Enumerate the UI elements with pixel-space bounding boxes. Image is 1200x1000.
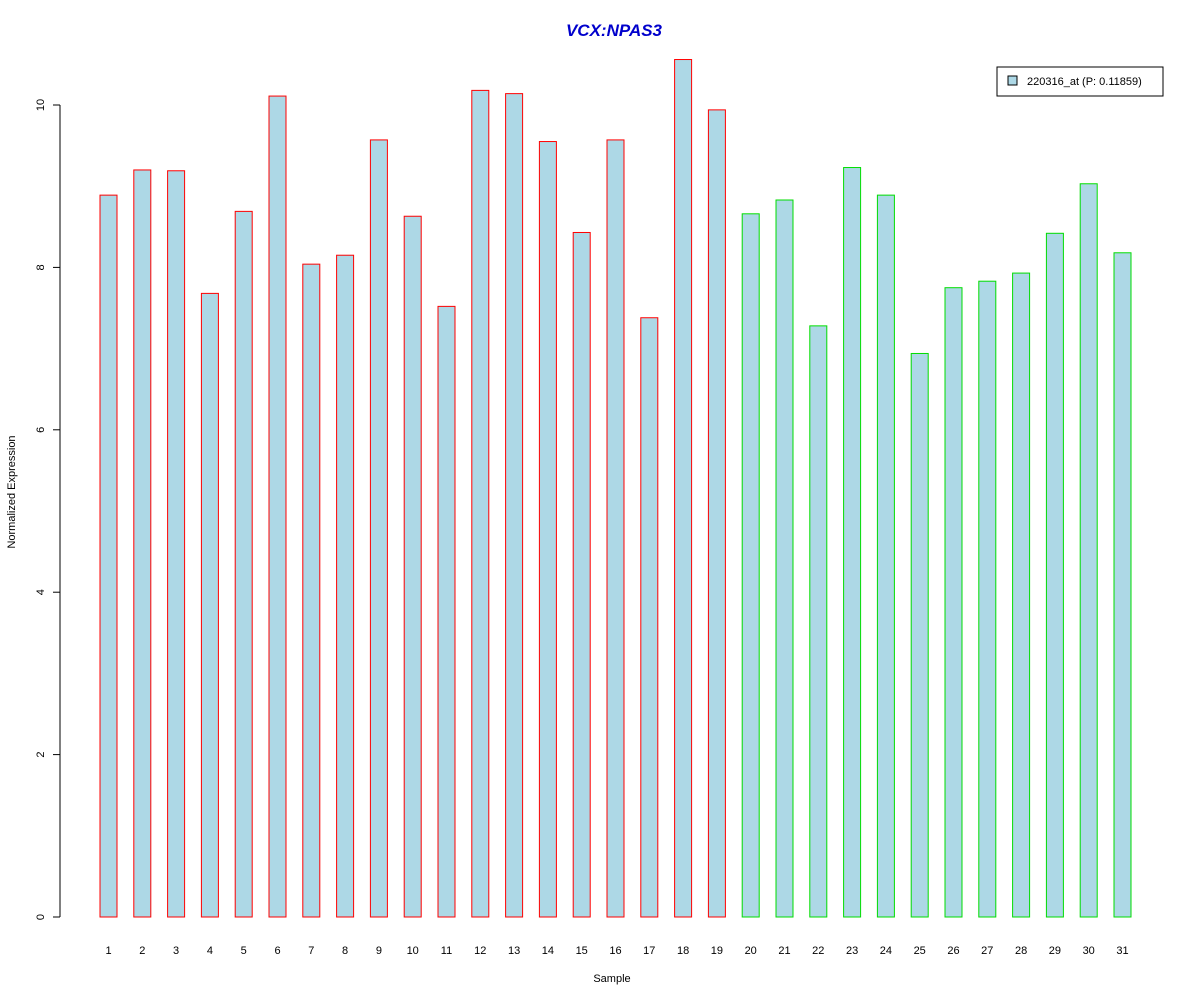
bar-sample-22 [809, 325, 828, 918]
x-tick-label: 14 [542, 945, 554, 957]
x-axis-labels: 1 2 3 4 5 6 7 8 9 10 11 12 13 14 15 16 17 18 19 20 21 22 23 24 2… [105, 945, 1128, 957]
x-tick-label: 4 [207, 945, 213, 957]
bar-sample-6 [268, 95, 287, 918]
bar-sample-20 [741, 213, 760, 918]
x-tick-label: 8 [342, 945, 348, 957]
x-tick-label: 29 [1049, 945, 1061, 957]
y-axis-label: Normalized Expression [6, 435, 18, 548]
bar-sample-21 [775, 199, 794, 918]
bar-sample-16 [606, 139, 625, 918]
x-tick-label: 19 [711, 945, 723, 957]
legend-label: 220316_at (P: 0.11859) [1027, 76, 1142, 88]
x-tick-label: 20 [745, 945, 757, 957]
bar-sample-31 [1113, 252, 1132, 918]
bar-sample-14 [538, 141, 557, 918]
bar-sample-15 [572, 231, 591, 918]
bar-sample-10 [403, 215, 422, 918]
x-tick-label: 3 [173, 945, 179, 957]
x-tick-label: 22 [812, 945, 824, 957]
bar-sample-7 [302, 263, 321, 918]
x-tick-label: 12 [474, 945, 486, 957]
x-tick-label: 10 [407, 945, 419, 957]
bar-sample-13 [505, 93, 524, 918]
bar-sample-25 [910, 352, 929, 918]
bar-sample-24 [876, 194, 895, 918]
x-tick-label: 24 [880, 945, 892, 957]
x-tick-label: 30 [1083, 945, 1095, 957]
bar-sample-11 [437, 305, 456, 918]
y-axis: 0 2 4 6 8 10 [35, 99, 61, 920]
y-tick-label: 8 [35, 264, 47, 270]
bar-sample-2 [133, 169, 152, 918]
bar-sample-3 [167, 170, 186, 918]
x-tick-label: 7 [308, 945, 314, 957]
x-axis-label: Sample [593, 973, 630, 985]
bar-sample-4 [200, 292, 219, 918]
x-tick-label: 15 [576, 945, 588, 957]
bar-sample-5 [234, 210, 253, 918]
x-tick-label: 31 [1116, 945, 1128, 957]
legend: 220316_at (P: 0.11859) [996, 66, 1164, 97]
x-tick-label: 17 [643, 945, 655, 957]
x-tick-label: 26 [947, 945, 959, 957]
chart-title: VCX:NPAS3 [566, 21, 663, 40]
bar-sample-27 [978, 280, 997, 918]
x-tick-label: 11 [441, 945, 452, 957]
x-tick-label: 25 [914, 945, 926, 957]
bar-sample-8 [336, 254, 355, 918]
x-tick-label: 16 [609, 945, 621, 957]
y-tick-label: 0 [35, 914, 47, 920]
bar-sample-9 [369, 139, 388, 918]
y-tick-label: 2 [35, 752, 47, 758]
x-tick-label: 2 [139, 945, 145, 957]
y-tick-label: 4 [35, 589, 47, 595]
bar-sample-19 [707, 109, 726, 918]
bar-sample-29 [1045, 232, 1064, 918]
legend-box [996, 66, 1164, 97]
bar-sample-18 [674, 59, 693, 918]
x-tick-label: 18 [677, 945, 689, 957]
x-tick-label: 28 [1015, 945, 1027, 957]
y-tick-label: 10 [35, 99, 47, 111]
x-tick-label: 1 [105, 945, 111, 957]
bar-sample-12 [471, 89, 490, 918]
bar-sample-26 [944, 287, 963, 918]
bar-sample-28 [1012, 272, 1031, 918]
bar-sample-23 [843, 167, 862, 918]
x-tick-label: 13 [508, 945, 520, 957]
bar-sample-30 [1079, 183, 1098, 918]
x-tick-label: 27 [981, 945, 993, 957]
y-tick-label: 6 [35, 427, 47, 433]
x-tick-label: 23 [846, 945, 858, 957]
x-tick-label: 21 [778, 945, 790, 957]
bar-sample-1 [99, 194, 118, 918]
bars [99, 59, 1132, 918]
x-tick-label: 6 [274, 945, 280, 957]
legend-swatch [1007, 75, 1018, 86]
x-tick-label: 5 [241, 945, 247, 957]
x-tick-label: 9 [376, 945, 382, 957]
bar-sample-17 [640, 317, 659, 918]
